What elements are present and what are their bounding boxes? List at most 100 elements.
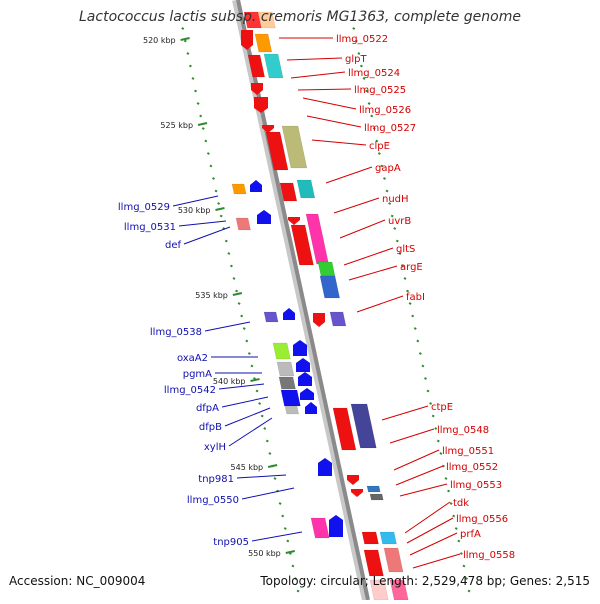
gene-arrow <box>250 180 262 192</box>
tick-mark <box>219 214 223 218</box>
gene-label-forward: llmg_0551 <box>442 446 494 457</box>
gene-block <box>363 549 384 577</box>
tick-mark <box>214 189 218 193</box>
gene-block <box>379 531 397 545</box>
gene-label-forward: llmg_0524 <box>348 68 400 79</box>
tick-mark <box>194 89 197 93</box>
accession-label: Accession: NC_009004 <box>9 574 146 588</box>
gene-block <box>257 11 276 29</box>
gene-label-forward: gltS <box>396 244 415 255</box>
tick-mark <box>370 114 374 118</box>
tick-mark <box>462 564 466 568</box>
leader-line <box>221 396 269 408</box>
tick-mark <box>286 539 290 543</box>
leader-line <box>393 449 440 471</box>
gene-label-forward: ctpE <box>431 402 453 413</box>
tick-mark <box>449 502 453 505</box>
leader-line <box>178 220 227 227</box>
tick-mark <box>431 414 435 418</box>
gene-block <box>272 342 291 360</box>
tick-mark <box>465 577 468 580</box>
gene-arrow <box>241 30 253 50</box>
tick-mark <box>459 552 463 555</box>
scale-label: 540 kbp <box>213 377 246 386</box>
gene-arrow <box>298 372 312 386</box>
gene-arrow <box>318 458 332 476</box>
tick-mark <box>229 264 233 268</box>
leader-line <box>399 483 448 497</box>
tick-mark <box>199 114 203 118</box>
major-tick <box>197 122 208 126</box>
tick-mark <box>452 514 456 518</box>
gene-label-reverse: tnp981 <box>198 474 234 485</box>
gene-label-reverse: llmg_0529 <box>118 202 170 213</box>
genome-summary: Topology: circular; Length: 2,529,478 bp… <box>260 574 590 588</box>
tick-mark <box>186 52 190 55</box>
tick-mark <box>398 252 402 255</box>
gene-block <box>278 376 296 390</box>
tick-mark <box>188 64 192 68</box>
tick-mark <box>273 477 277 480</box>
gene-arrow <box>329 515 343 537</box>
tick-mark <box>294 577 297 580</box>
gene-label-forward: llmg_0527 <box>364 123 416 134</box>
tick-mark <box>393 227 397 230</box>
tick-mark <box>413 327 417 330</box>
tick-mark <box>375 139 379 143</box>
gene-label-reverse: llmg_0542 <box>164 385 216 396</box>
gene-label-reverse: tnp905 <box>213 537 249 548</box>
gene-features <box>231 11 409 601</box>
tick-mark <box>426 389 430 393</box>
tick-mark <box>250 364 254 368</box>
leader-line <box>381 405 429 421</box>
gene-block <box>296 179 316 199</box>
leader-line <box>333 197 380 214</box>
gene-label-forward: argE <box>400 262 423 273</box>
tick-mark <box>411 314 415 318</box>
gene-label-forward: llmg_0552 <box>446 462 498 473</box>
leader-line <box>412 553 461 569</box>
tick-mark <box>354 39 358 43</box>
gene-block <box>369 493 384 501</box>
major-tick <box>215 207 225 211</box>
gene-labels: llmg_0522 glpT llmg_0524 llmg_0525 llmg_0526… <box>118 34 515 561</box>
gene-arrow <box>254 97 268 113</box>
tick-mark <box>196 102 200 105</box>
tick-mark <box>283 527 287 530</box>
tick-mark <box>367 102 371 105</box>
leader-line <box>348 265 398 281</box>
tick-mark <box>212 177 215 180</box>
gene-label-forward: llmg_0525 <box>354 85 406 96</box>
leader-line <box>183 226 231 245</box>
tick-mark <box>388 202 392 205</box>
tick-mark <box>416 339 420 343</box>
tick-mark <box>232 277 236 280</box>
leader-line <box>356 295 404 313</box>
gene-label-reverse: def <box>165 240 182 251</box>
tick-mark <box>204 139 208 143</box>
gene-block <box>280 389 301 407</box>
leader-line <box>404 501 451 534</box>
gene-block <box>319 275 340 299</box>
scale-labels: 520 kbp 525 kbp 530 kbp 535 kbp 540 kbp 545 k… <box>143 36 295 558</box>
major-tick <box>232 292 243 296</box>
major-tick <box>285 550 295 554</box>
gene-arrow <box>257 210 271 224</box>
leader-line <box>218 383 265 390</box>
gene-arrow <box>251 83 263 95</box>
leader-line <box>224 407 271 427</box>
gene-block <box>383 547 404 573</box>
gene-block <box>366 485 381 493</box>
gene-label-forward: llmg_0526 <box>359 105 411 116</box>
tick-mark <box>352 27 356 30</box>
tick-mark <box>429 402 433 405</box>
tick-mark <box>253 377 256 380</box>
leader-line <box>290 71 346 79</box>
gene-arrow <box>305 402 317 414</box>
tick-mark <box>362 77 366 80</box>
major-tick <box>250 378 260 382</box>
tick-mark <box>278 502 282 505</box>
leader-line <box>325 166 373 184</box>
leader-line <box>251 531 303 542</box>
